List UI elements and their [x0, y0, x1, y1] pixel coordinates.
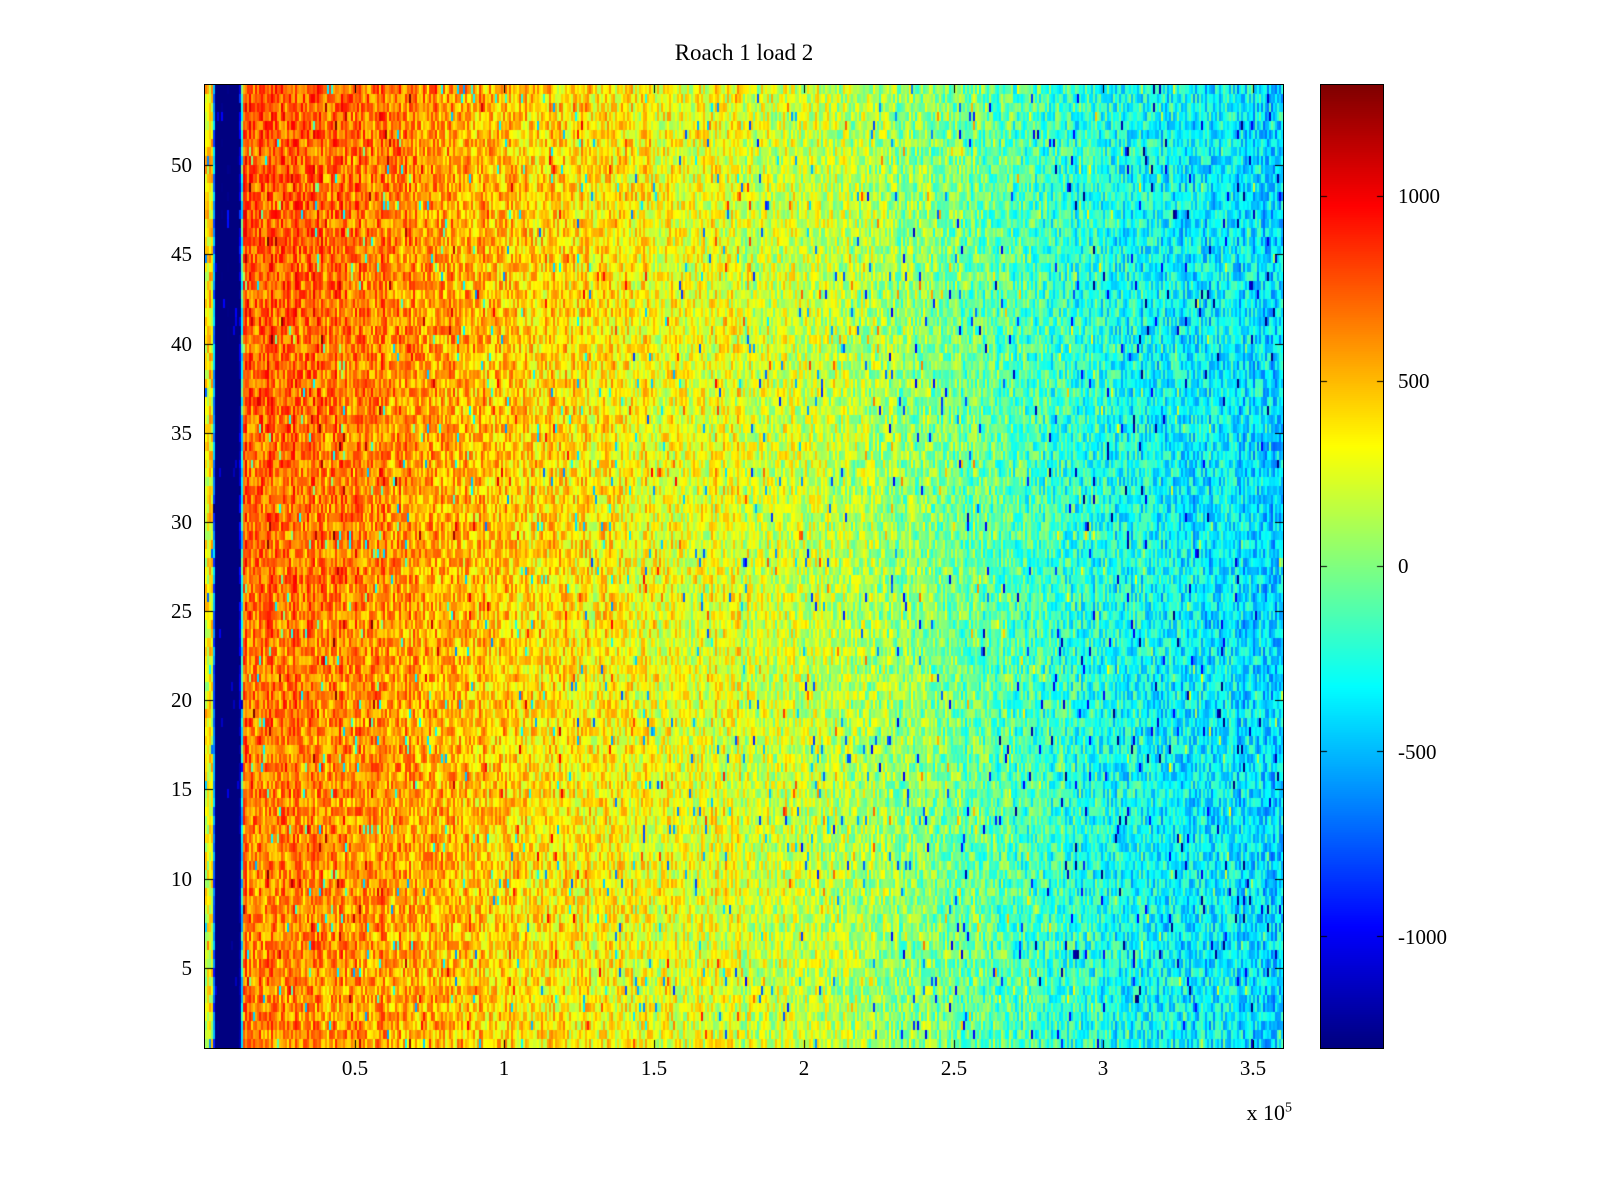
colorbar-tick-label: 0 — [1398, 554, 1409, 578]
x-tick-label: 0.5 — [341, 1056, 369, 1080]
exponent-base: x 10 — [1246, 1100, 1286, 1125]
x-tick-label: 1.5 — [640, 1056, 668, 1080]
chart-title: Roach 1 load 2 — [674, 40, 814, 65]
x-tick-label: 3.5 — [1239, 1056, 1267, 1080]
colorbar-tick-label: 500 — [1398, 369, 1430, 393]
colorbar-tick-label: -500 — [1398, 740, 1437, 764]
y-tick-label: 25 — [171, 599, 192, 623]
colorbar-tick-label: 1000 — [1398, 184, 1440, 208]
y-tick-label: 35 — [171, 421, 192, 445]
y-tick-label: 15 — [171, 777, 192, 801]
x-tick-label: 3 — [1097, 1056, 1109, 1080]
plot-area — [204, 84, 1284, 1049]
heatmap-canvas — [205, 85, 1283, 1048]
x-tick-label: 2.5 — [940, 1056, 968, 1080]
y-tick-label: 30 — [171, 510, 192, 534]
x-tick-label: 1 — [498, 1056, 510, 1080]
colorbar-tick-label: -1000 — [1398, 925, 1447, 949]
exponent-power: 5 — [1285, 1100, 1292, 1116]
y-tick-label: 45 — [171, 242, 192, 266]
colorbar-canvas — [1321, 85, 1383, 1048]
x-tick-label: 2 — [798, 1056, 810, 1080]
y-tick-label: 5 — [181, 956, 193, 980]
colorbar — [1320, 84, 1384, 1049]
x-axis-exponent-label: x 105 — [1152, 1100, 1293, 1126]
y-tick-label: 20 — [171, 688, 192, 712]
y-tick-label: 50 — [171, 153, 192, 177]
y-tick-label: 10 — [171, 867, 192, 891]
y-tick-label: 40 — [171, 332, 192, 356]
